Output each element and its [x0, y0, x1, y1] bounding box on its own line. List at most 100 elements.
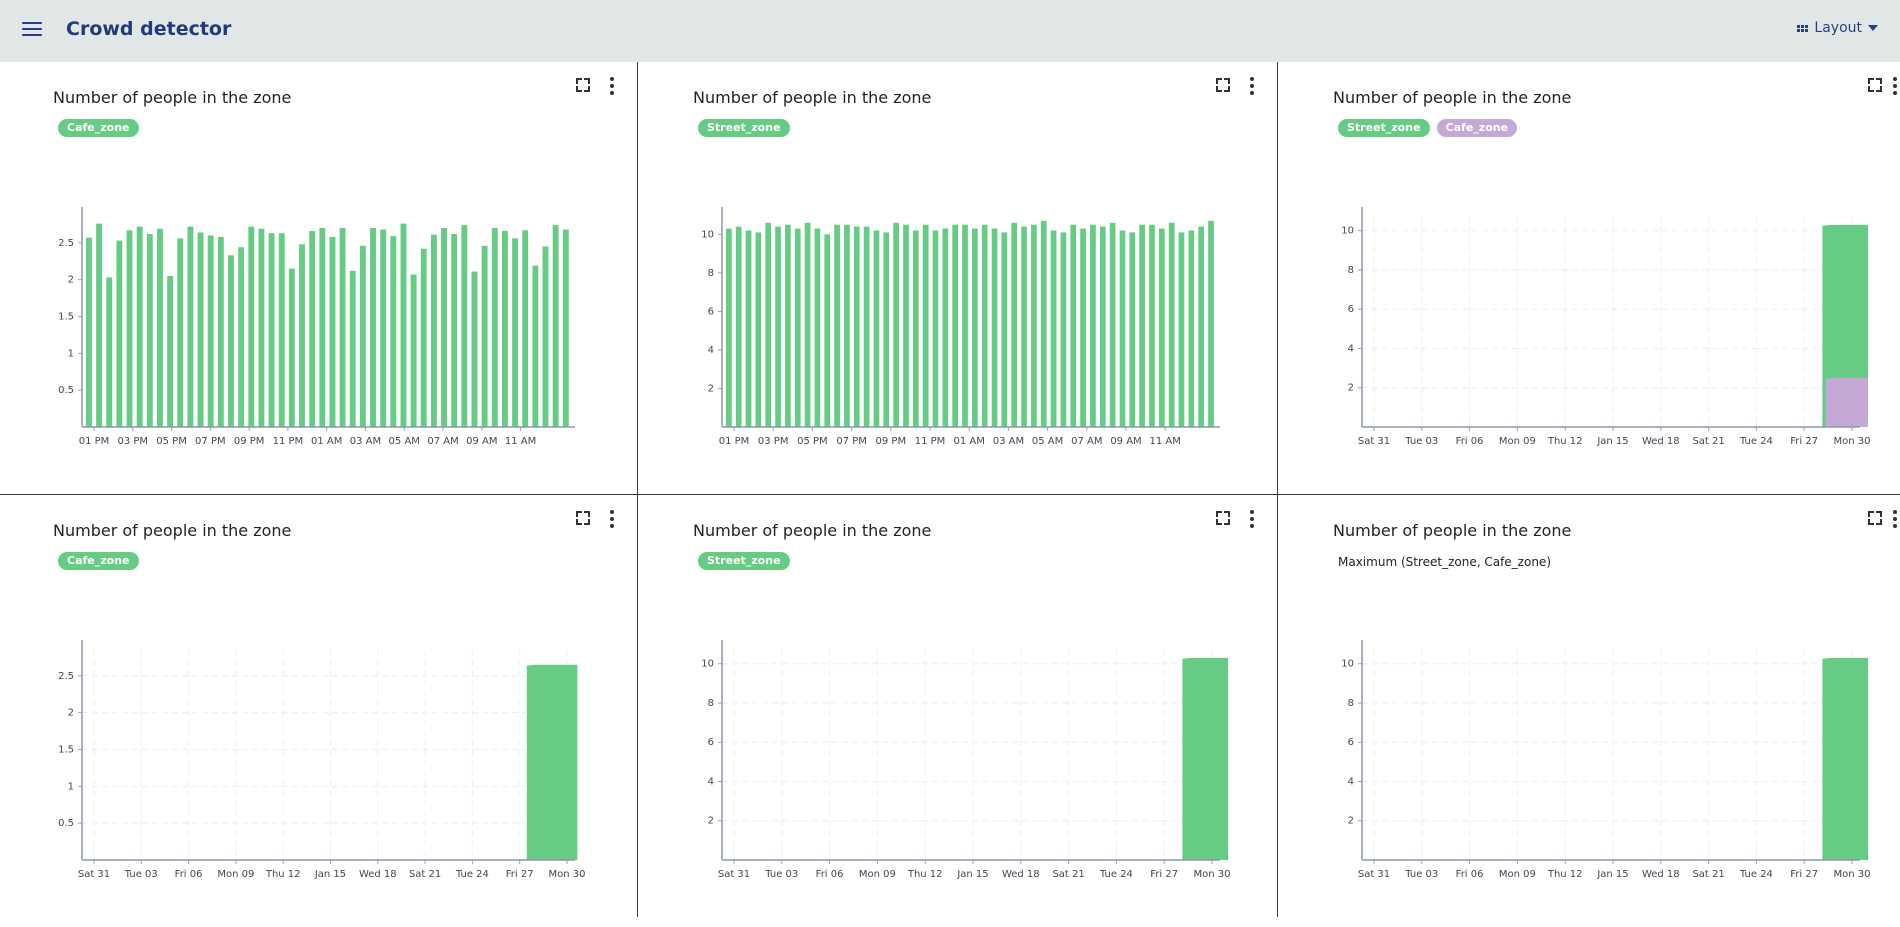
y-tick-label: 2 — [1348, 816, 1354, 827]
bar — [1090, 224, 1096, 427]
zone-tags: Street_zone — [698, 119, 790, 137]
bar — [1021, 226, 1027, 427]
bar — [248, 226, 255, 427]
chart-svg: 2 4 6 8 10 01 PM 03 PM 05 PM 07 PM 09 PM 11 PM 01 A… — [701, 207, 1220, 447]
bar — [106, 277, 113, 427]
panel-title: Number of people in the zone — [693, 521, 932, 540]
x-tick-label: Fri 27 — [506, 869, 534, 880]
x-tick-label: 03 AM — [350, 436, 381, 447]
caret-down-icon — [1868, 25, 1878, 31]
x-tick-label: Mon 30 — [1194, 869, 1231, 880]
bar — [863, 226, 870, 427]
y-tick-label: 10 — [1341, 659, 1354, 670]
x-tick-label: 07 AM — [427, 436, 458, 447]
bar — [370, 228, 376, 427]
more-options-icon[interactable] — [609, 510, 615, 528]
bar — [1178, 232, 1185, 427]
more-options-icon[interactable] — [1249, 510, 1255, 528]
x-tick-label: Tue 24 — [1739, 869, 1773, 880]
layout-dropdown[interactable]: Layout — [1797, 20, 1878, 36]
chart-svg: 0.5 1 1.5 2 2.5 Sat 31 Tue 03 Fri 06 Mon 09 Thu 1… — [58, 640, 586, 880]
more-options-icon[interactable] — [609, 77, 615, 95]
x-tick-label: Fri 27 — [1150, 869, 1178, 880]
x-tick-label: Thu 12 — [1547, 869, 1583, 880]
fullscreen-icon[interactable] — [576, 78, 590, 92]
zone-tag[interactable]: Street_zone — [698, 552, 790, 570]
y-tick-label: 2 — [1348, 383, 1354, 394]
y-tick-label: 0.5 — [58, 385, 74, 396]
x-tick-label: 11 AM — [505, 436, 536, 447]
more-options-icon[interactable] — [1892, 510, 1898, 528]
fullscreen-icon[interactable] — [576, 511, 590, 525]
bar — [329, 236, 336, 427]
fullscreen-icon[interactable] — [1868, 78, 1882, 92]
zone-tag[interactable]: Street_zone — [698, 119, 790, 137]
x-tick-label: Tue 24 — [1739, 436, 1773, 447]
y-tick-label: 2 — [68, 275, 74, 286]
x-tick-label: Wed 18 — [1642, 436, 1680, 447]
bar — [126, 230, 133, 427]
x-tick-label: Mon 09 — [1499, 869, 1536, 880]
panel-divider — [0, 494, 1900, 495]
x-tick-label: 07 PM — [195, 436, 226, 447]
x-tick-label: 05 AM — [1032, 436, 1063, 447]
bar — [785, 224, 791, 427]
bar — [844, 224, 850, 427]
more-options-icon[interactable] — [1249, 77, 1255, 95]
y-tick-label: 4 — [1348, 343, 1354, 354]
chart-panel: Number of people in the zone Maximum (Str… — [1280, 495, 1900, 927]
panel-title: Number of people in the zone — [1333, 88, 1572, 107]
chart-svg: 2 4 6 8 10 Sat 31 Tue 03 Fri 06 Mon 09 Thu 12 Jan … — [701, 640, 1231, 880]
y-tick-label: 10 — [1341, 226, 1354, 237]
bar — [1139, 224, 1145, 427]
bar — [1031, 224, 1037, 427]
x-tick-label: Fri 06 — [175, 869, 203, 880]
zone-tag[interactable]: Cafe_zone — [58, 119, 139, 137]
bar — [430, 234, 437, 427]
chart-svg: 0.5 1 1.5 2 2.5 01 PM 03 PM 05 PM 07 PM 09 PM 11 P… — [58, 207, 575, 447]
bar — [116, 240, 123, 427]
zone-tag[interactable]: Cafe_zone — [58, 552, 139, 570]
x-tick-label: 11 AM — [1150, 436, 1181, 447]
bar — [893, 222, 899, 427]
panel-title: Number of people in the zone — [53, 88, 292, 107]
grid-icon — [1797, 24, 1809, 32]
area-series — [1822, 657, 1868, 860]
y-tick-label: 10 — [701, 229, 714, 240]
y-tick-label: 2.5 — [58, 671, 74, 682]
zone-tag[interactable]: Cafe_zone — [1436, 119, 1518, 137]
zone-tag[interactable]: Street_zone — [1338, 119, 1430, 137]
y-tick-label: 1 — [68, 348, 74, 359]
bar — [461, 225, 468, 427]
bar — [441, 228, 447, 427]
fullscreen-icon[interactable] — [1868, 511, 1882, 525]
y-tick-label: 2 — [708, 383, 714, 394]
hamburger-menu-icon[interactable] — [22, 20, 44, 38]
x-tick-label: 03 PM — [117, 436, 148, 447]
chart-panel: Number of people in the zone Street_zone … — [640, 495, 1279, 927]
x-tick-label: 01 PM — [79, 436, 110, 447]
x-tick-label: 07 AM — [1071, 436, 1102, 447]
fullscreen-icon[interactable] — [1216, 511, 1230, 525]
bar — [390, 236, 397, 427]
bar — [359, 245, 366, 427]
bar — [491, 228, 498, 427]
more-options-icon[interactable] — [1892, 77, 1898, 95]
bar — [512, 238, 519, 427]
bar — [349, 270, 356, 427]
area-series — [526, 664, 578, 860]
x-tick-label: Thu 12 — [1547, 436, 1583, 447]
bar — [735, 226, 742, 427]
fullscreen-icon[interactable] — [1216, 78, 1230, 92]
panel-divider — [637, 62, 638, 917]
y-tick-label: 8 — [1348, 265, 1354, 276]
zone-tags: Cafe_zone — [58, 552, 139, 570]
x-tick-label: Tue 03 — [764, 869, 798, 880]
bar — [804, 222, 811, 427]
bar — [912, 230, 919, 427]
bar — [339, 228, 346, 427]
bar — [471, 271, 478, 427]
bar — [380, 229, 387, 427]
y-tick-label: 1.5 — [58, 311, 74, 322]
bar — [562, 229, 569, 427]
